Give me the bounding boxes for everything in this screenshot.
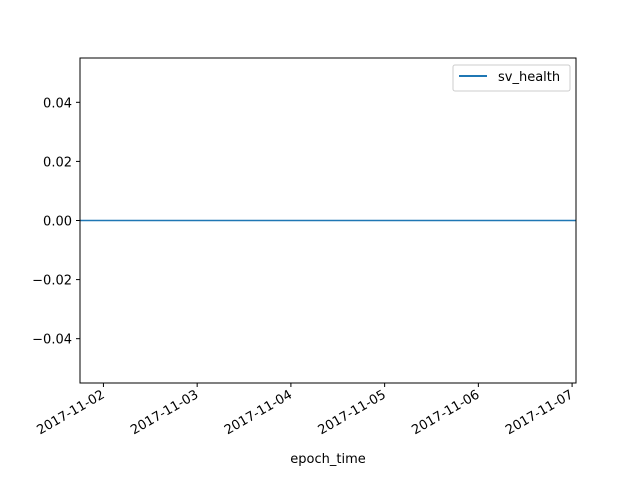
y-tick-label: −0.02	[32, 274, 72, 289]
legend: sv_health	[452, 64, 571, 92]
y-tick-label: 0.04	[43, 96, 72, 111]
y-tick-label: 0.00	[43, 215, 72, 230]
legend-label-sv-health: sv_health	[498, 70, 560, 85]
y-axis: −0.04 −0.02 0.00 0.02 0.04	[32, 96, 80, 348]
x-axis-title: epoch_time	[290, 452, 365, 467]
y-tick-label: 0.02	[43, 155, 72, 170]
axes-frame	[79, 57, 577, 384]
legend-box	[452, 64, 571, 92]
y-tick-label: −0.04	[32, 333, 72, 348]
